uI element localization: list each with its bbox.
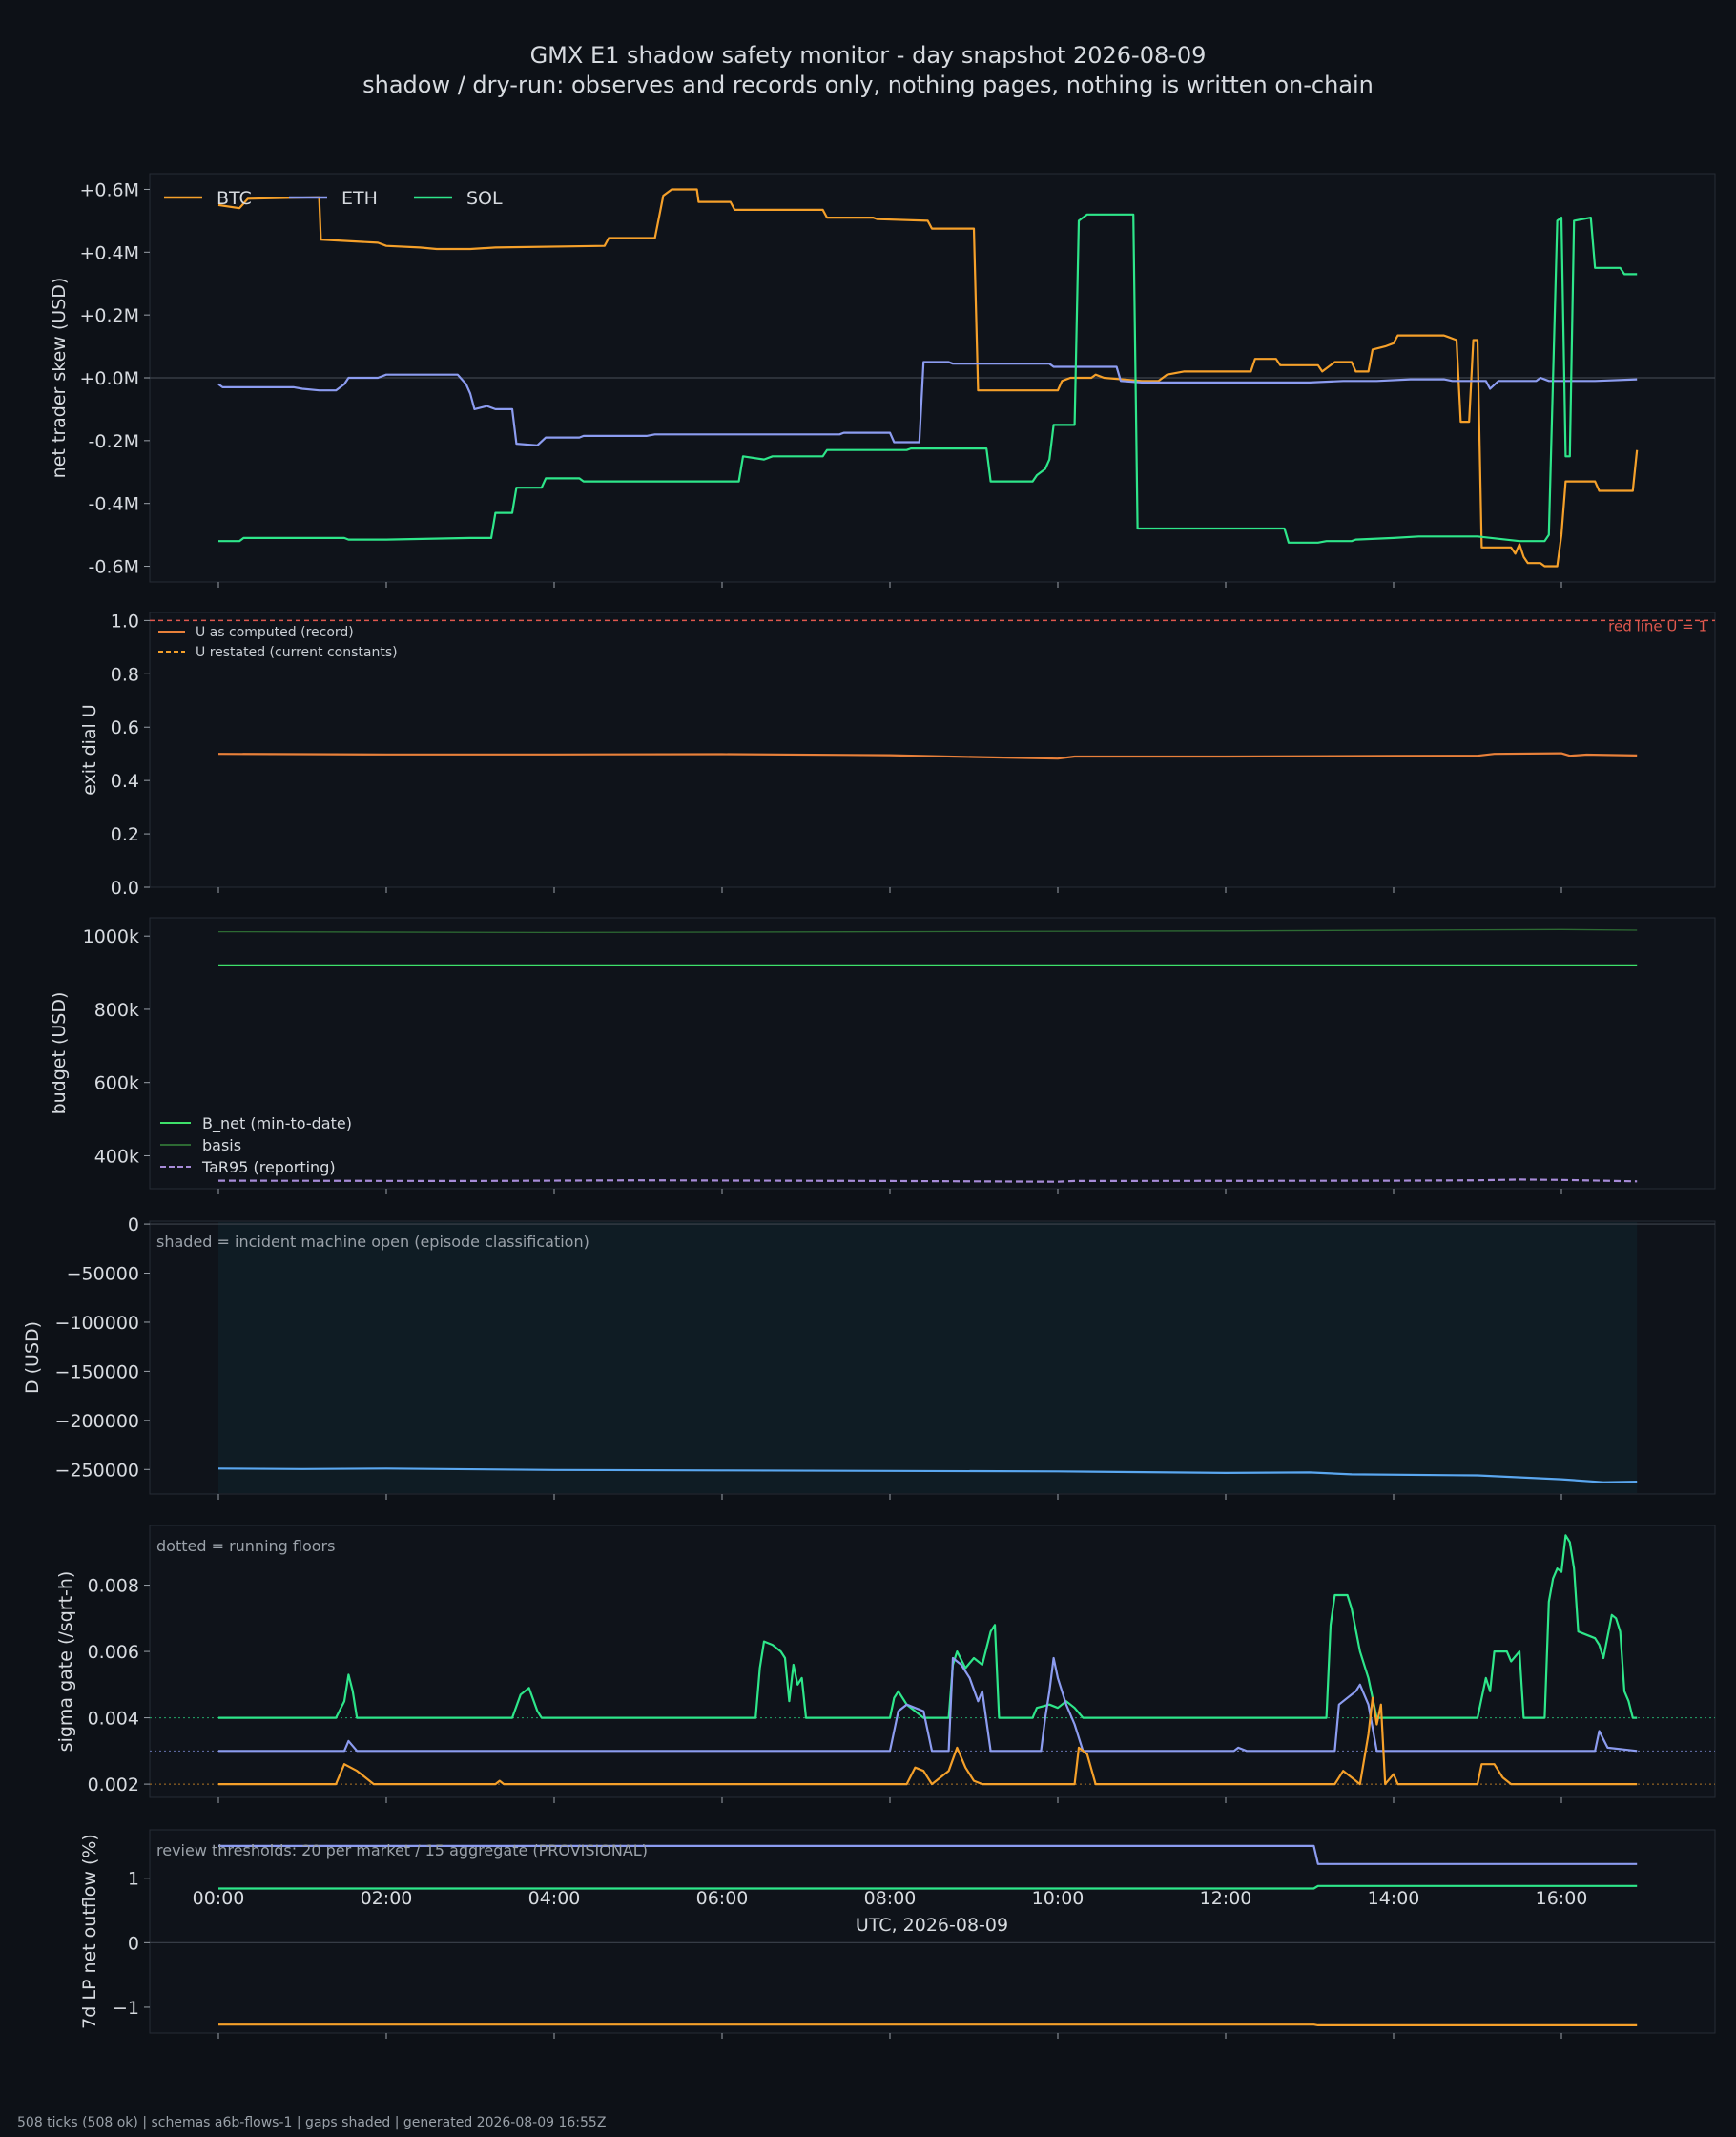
y-tick-label: 0.0 <box>111 878 139 899</box>
y-tick-label: −100000 <box>55 1313 139 1334</box>
y-tick-label: 0 <box>128 1214 139 1235</box>
y-tick-label: 800k <box>94 1000 139 1021</box>
y-tick-label: 0.008 <box>88 1576 139 1597</box>
y-tick-label: -0.2M <box>89 431 139 452</box>
panel-frame <box>149 612 1716 888</box>
panel-note: dotted = running floors <box>156 1537 335 1555</box>
x-axis-label: UTC, 2026-08-09 <box>856 1915 1008 1936</box>
legend-label-btc: BTC <box>217 188 252 209</box>
u-series-u <box>217 752 1638 760</box>
panel-note: review thresholds: 20 per market / 15 ag… <box>156 1841 648 1859</box>
legend-label: TaR95 (reporting) <box>201 1158 336 1176</box>
panel-frame <box>149 1525 1716 1798</box>
budget-series-tar95 <box>217 1178 1638 1183</box>
y-axis-label: exit dial U <box>79 704 100 796</box>
y-tick-label: −1 <box>113 1998 139 2019</box>
incident-shade <box>218 1222 1638 1493</box>
y-axis-label: 7d LP net outflow (%) <box>79 1834 100 2029</box>
legend-label: U as computed (record) <box>196 625 354 640</box>
skew-series-btc <box>217 188 1639 568</box>
budget-panel: 400k 600k 800k 1000k budget (USD) B_net (min-… <box>49 917 1716 1194</box>
y-tick-label: −200000 <box>55 1411 139 1432</box>
y-axis-label: D (USD) <box>22 1321 43 1394</box>
x-tick-label: 08:00 <box>864 1888 917 1909</box>
x-tick-label: 10:00 <box>1032 1888 1085 1909</box>
y-tick-label: −50000 <box>67 1264 139 1285</box>
footer-status: 508 ticks (508 ok) | schemas a6b-flows-1… <box>17 2115 606 2130</box>
sigma-gate-panel: 0.002 0.004 0.006 0.008 sigma gate (/sqrt-h)… <box>55 1525 1716 1803</box>
y-tick-label: 0.004 <box>88 1709 139 1730</box>
skew-series-eth <box>217 361 1638 446</box>
y-tick-label: +0.6M <box>79 179 139 200</box>
sigma-series-eth <box>218 1656 1638 1753</box>
skew-series-sol <box>218 213 1638 544</box>
y-tick-label: -0.4M <box>89 494 139 515</box>
x-tick-label: 02:00 <box>361 1888 413 1909</box>
figure-title: GMX E1 shadow safety monitor - day snaps… <box>530 42 1207 69</box>
legend-label: B_net (min-to-date) <box>202 1114 352 1133</box>
x-tick-label: 04:00 <box>528 1888 581 1909</box>
y-tick-label: +0.4M <box>79 242 139 263</box>
legend-label: U restated (current constants) <box>196 645 398 660</box>
x-tick-label: 12:00 <box>1200 1888 1252 1909</box>
drawdown-series-drawdown <box>217 1467 1638 1483</box>
y-tick-label: 0.6 <box>111 717 139 738</box>
x-tick-label: 14:00 <box>1368 1888 1420 1909</box>
y-axis-label: budget (USD) <box>49 992 70 1115</box>
outflow-series-sol <box>218 1884 1638 1890</box>
y-tick-label: 0.2 <box>111 824 139 845</box>
x-tick-label: 16:00 <box>1536 1888 1588 1909</box>
drawdown-panel: 0 −50000 −100000 −150000 −200000 −250000 D (US… <box>22 1214 1716 1500</box>
y-tick-label: +0.0M <box>79 368 139 389</box>
red-line-label: red line U = 1 <box>1608 617 1707 634</box>
y-tick-label: 400k <box>94 1146 139 1167</box>
lp-outflow-panel: 1 0 −1 7d LP net outflow (%) review threshol… <box>79 1829 1716 2039</box>
y-tick-label: 600k <box>94 1073 139 1094</box>
y-tick-label: -0.6M <box>89 557 139 578</box>
panel-note: shaded = incident machine open (episode … <box>156 1233 589 1251</box>
outflow-series-btc <box>218 2023 1638 2026</box>
figure-subtitle: shadow / dry-run: observes and records o… <box>362 72 1374 98</box>
sigma-series-sol <box>218 1534 1638 1719</box>
y-tick-label: −250000 <box>55 1460 139 1481</box>
y-tick-label: 1000k <box>83 926 139 947</box>
y-tick-label: +0.2M <box>79 305 139 326</box>
y-tick-label: 0.4 <box>111 771 139 792</box>
y-tick-label: 1.0 <box>111 611 139 632</box>
outflow-series-eth <box>218 1844 1638 1865</box>
exit-dial-panel: 0.0 0.2 0.4 0.6 0.8 1.0 exit dial U red line U … <box>79 611 1716 899</box>
skew-panel: +0.6M +0.4M +0.2M +0.0M -0.2M -0.4M -0.6M net t… <box>49 173 1716 588</box>
y-axis-label: net trader skew (USD) <box>49 278 70 479</box>
y-tick-label: 0.002 <box>88 1774 139 1795</box>
y-tick-label: 0.006 <box>88 1642 139 1663</box>
x-tick-label: 06:00 <box>696 1888 749 1909</box>
y-tick-label: 0 <box>128 1933 139 1954</box>
y-tick-label: 0.8 <box>111 664 139 685</box>
budget-series-basis <box>217 928 1638 934</box>
y-tick-label: −150000 <box>55 1361 139 1382</box>
x-axis: 00:00 02:00 04:00 06:00 08:00 10:00 12:00 14:00… <box>193 1888 1588 1909</box>
sigma-series-btc <box>218 1696 1638 1786</box>
panel-frame <box>149 917 1716 1190</box>
legend-label-eth: ETH <box>341 188 378 209</box>
y-tick-label: 1 <box>128 1869 139 1890</box>
y-axis-label: sigma gate (/sqrt-h) <box>55 1571 76 1753</box>
legend-label-sol: SOL <box>466 188 503 209</box>
legend-label: basis <box>202 1136 241 1154</box>
x-tick-label: 00:00 <box>193 1888 245 1909</box>
